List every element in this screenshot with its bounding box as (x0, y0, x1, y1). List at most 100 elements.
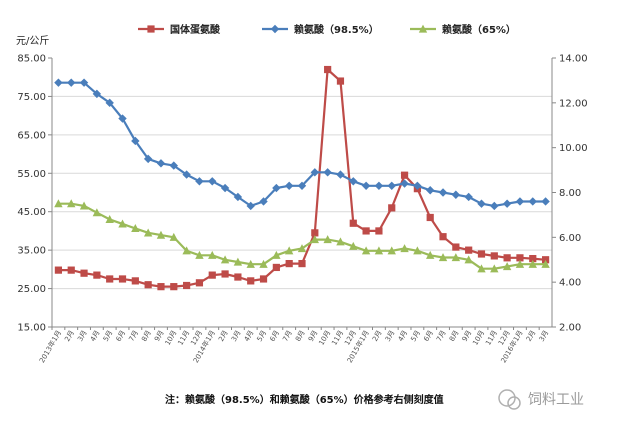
data-point (516, 254, 524, 262)
data-point (451, 253, 461, 262)
x-tick-label: 10月 (317, 329, 332, 347)
data-point (310, 168, 320, 177)
data-point (272, 183, 281, 193)
data-point (54, 199, 63, 208)
right-tick-label: 6.00 (559, 233, 581, 244)
series-line (58, 202, 546, 270)
x-tick-label: 11月 (330, 329, 345, 347)
x-tick-label: 7月 (281, 329, 294, 343)
left-tick-label: 75.00 (17, 92, 46, 103)
data-point (515, 197, 525, 206)
data-point (349, 219, 357, 227)
data-point (285, 259, 293, 268)
data-point (233, 192, 243, 202)
right-tick-label: 12.00 (559, 98, 588, 109)
x-tick-label: 7月 (127, 329, 140, 343)
legend-swatch-marker (270, 24, 280, 34)
data-point (247, 277, 255, 285)
data-point (515, 259, 525, 268)
x-tick-label: 2月 (217, 329, 230, 343)
left-tick-label: 85.00 (17, 54, 46, 65)
data-point (336, 77, 345, 85)
data-point (118, 219, 127, 228)
data-point (54, 78, 63, 87)
data-point (157, 283, 165, 291)
data-point (323, 235, 332, 244)
right-tick-label: 4.00 (559, 278, 581, 289)
watermark-text: 饲料工业 (528, 392, 584, 408)
data-point (54, 266, 63, 274)
data-point (374, 181, 384, 190)
data-point (541, 259, 550, 268)
chart-note: 注：赖氨酸（98.5%）和赖氨酸（65%）价格参考右侧刻度值 (165, 393, 444, 406)
series-line (58, 68, 546, 288)
series-2 (54, 199, 550, 273)
data-point (388, 204, 396, 212)
series-layer (54, 65, 550, 291)
data-point (118, 275, 127, 283)
data-point (465, 246, 473, 254)
x-tick-label: 8月 (448, 329, 461, 343)
data-point (118, 114, 127, 123)
legend-label: 赖氨酸（98.5%） (294, 23, 379, 36)
data-point (426, 213, 434, 222)
data-point (477, 250, 486, 258)
data-point (92, 208, 102, 217)
data-point (105, 215, 114, 223)
series-1 (54, 78, 550, 211)
data-point (349, 177, 358, 186)
wechat-icon-small (507, 396, 521, 410)
right-tick-label: 14.00 (559, 54, 588, 65)
data-point (246, 201, 255, 211)
data-point (67, 78, 76, 87)
data-point (439, 233, 447, 241)
data-point (297, 244, 307, 253)
left-tick-label: 35.00 (17, 246, 46, 257)
x-tick-label: 4月 (89, 329, 102, 343)
data-point (297, 181, 307, 190)
left-tick-label: 65.00 (17, 130, 46, 141)
x-tick-label: 3月 (538, 329, 551, 343)
data-point (310, 235, 320, 244)
left-tick-label: 45.00 (17, 207, 46, 218)
data-point (92, 89, 102, 99)
x-tick-label: 2013年1月 (37, 329, 63, 365)
data-point (336, 237, 345, 246)
data-point (272, 250, 281, 259)
data-point (259, 259, 268, 268)
legend-item: 赖氨酸（98.5%） (262, 23, 379, 36)
data-point (400, 244, 409, 253)
data-point (234, 273, 242, 281)
data-point (438, 188, 448, 197)
data-point (528, 259, 537, 268)
data-point (143, 228, 153, 237)
data-point (259, 275, 268, 283)
legend-label: 赖氨酸（65%） (442, 23, 516, 36)
data-point (131, 136, 140, 146)
data-point (79, 201, 89, 210)
data-point (105, 98, 114, 108)
y-axis-unit-label: 元/公斤 (16, 35, 49, 47)
data-point (502, 199, 512, 208)
data-point (284, 181, 294, 190)
data-point (208, 250, 217, 259)
data-point (477, 199, 486, 208)
data-point (490, 201, 499, 211)
left-tick-label: 15.00 (17, 323, 46, 334)
data-point (464, 255, 473, 264)
x-tick-label: 6月 (115, 329, 128, 343)
data-point (324, 65, 332, 74)
right-tick-label: 2.00 (559, 323, 581, 334)
x-tick-label: 6月 (268, 329, 281, 343)
x-tick-label: 7月 (435, 329, 448, 343)
x-tick-label: 3月 (76, 329, 89, 343)
x-tick-label: 10月 (164, 329, 179, 347)
data-point (361, 181, 371, 190)
data-point (452, 243, 460, 251)
data-point (529, 254, 537, 263)
data-point (503, 254, 511, 262)
data-point (374, 246, 384, 255)
data-point (451, 190, 461, 199)
